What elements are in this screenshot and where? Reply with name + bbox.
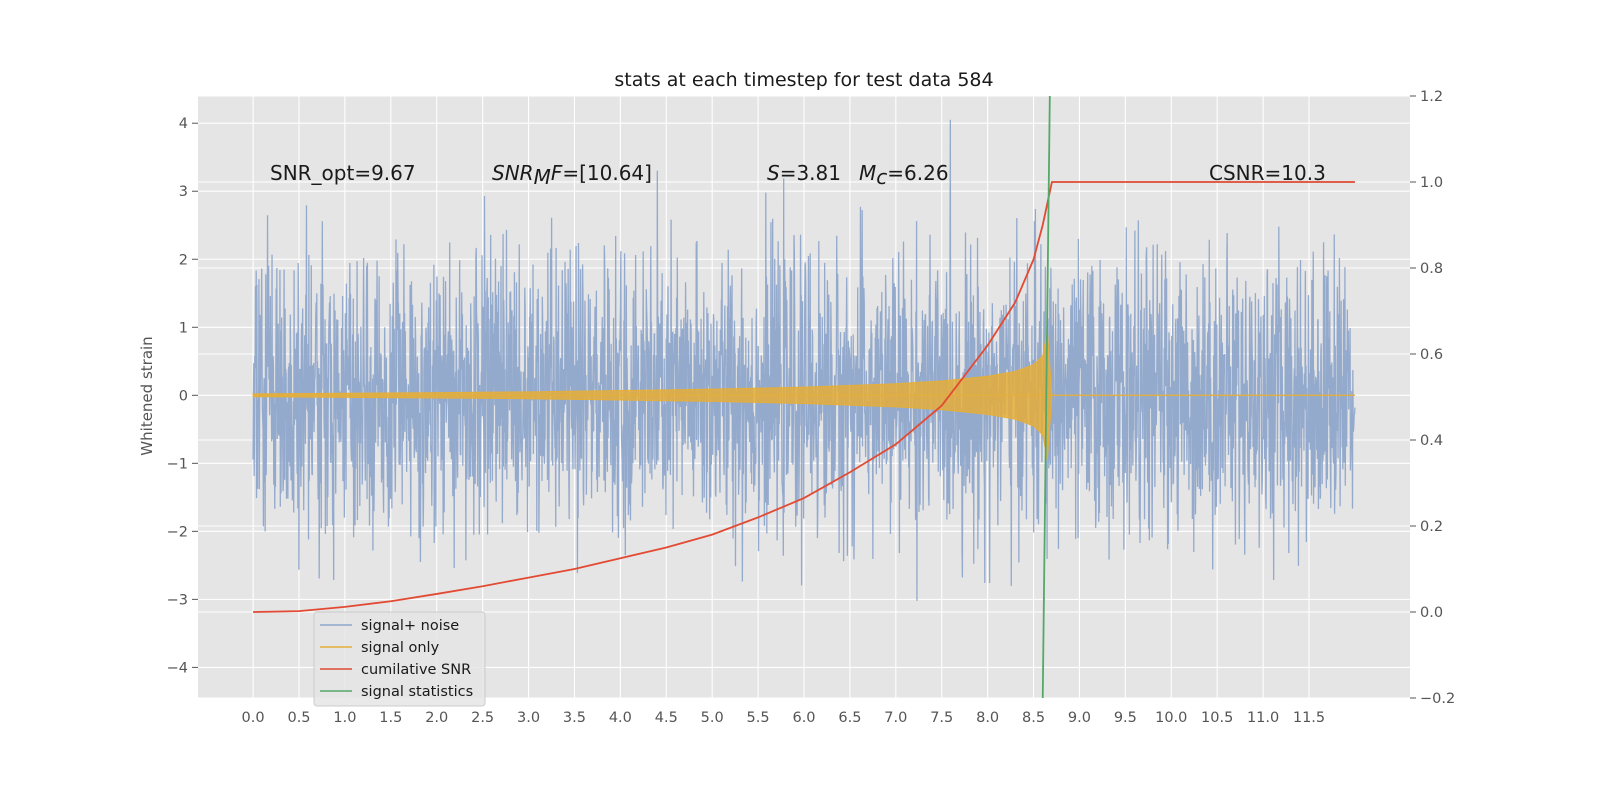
s-value: =3.81 xyxy=(780,161,841,185)
annotation-snr-opt: SNR_opt=9.67 xyxy=(270,161,416,185)
y-axis-label: Whitened strain xyxy=(138,336,156,455)
x-tick-label: 5.0 xyxy=(701,710,724,726)
annotation-csnr: CSNR=10.3 xyxy=(1209,161,1326,185)
legend-entry-cumilative-snr: cumilative SNR xyxy=(320,662,471,678)
mc-subscript: c xyxy=(876,165,887,189)
snr-mf-value: =[10.64] xyxy=(562,161,652,185)
x-tick-label: 4.5 xyxy=(655,710,678,726)
y-tick-label: −2 xyxy=(167,524,188,540)
y-right-tick-label: 1.0 xyxy=(1420,175,1443,191)
x-tick-label: 1.0 xyxy=(333,710,356,726)
y-right-tick-label: 1.2 xyxy=(1420,89,1443,105)
legend-label-signal-statistics: signal statistics xyxy=(361,684,473,700)
y-right-tick-label: 0.0 xyxy=(1420,605,1443,621)
x-tick-label: 3.0 xyxy=(517,710,540,726)
mc-value: =6.26 xyxy=(887,161,948,185)
annotation-s: S=3.81 xyxy=(767,161,841,185)
y-axis-right: −0.2 0.0 0.2 0.4 0.6 0.8 1.0 1.2 xyxy=(1410,89,1455,707)
legend-label-cumilative-snr: cumilative SNR xyxy=(361,662,471,678)
x-tick-label: 9.0 xyxy=(1068,710,1091,726)
x-tick-label: 9.5 xyxy=(1114,710,1137,726)
y-right-tick-label: 0.2 xyxy=(1420,519,1443,535)
annotations: SNR_opt=9.67 SNRMF=[10.64] S=3.81 Mc=6.2… xyxy=(270,161,1326,189)
y-tick-label: −3 xyxy=(167,592,188,608)
x-tick-label: 5.5 xyxy=(747,710,770,726)
y-tick-label: −1 xyxy=(167,456,188,472)
series-layer xyxy=(252,96,1356,698)
x-tick-label: 0.0 xyxy=(242,710,265,726)
y-tick-label: 2 xyxy=(179,252,188,268)
x-tick-label: 10.5 xyxy=(1201,710,1233,726)
legend-entry-signal-noise: signal+ noise xyxy=(320,618,459,634)
mc-symbol: M xyxy=(859,161,876,185)
x-axis: 0.0 0.5 1.0 1.5 2.0 2.5 3.0 3.5 4.0 4.5 5.0 5.5 6.0 6… xyxy=(242,710,1326,726)
legend-entry-signal-statistics: signal statistics xyxy=(320,684,473,700)
y-tick-label: 0 xyxy=(179,388,188,404)
x-tick-label: 7.5 xyxy=(930,710,953,726)
chart-title: stats at each timestep for test data 584 xyxy=(614,69,993,91)
legend-box xyxy=(313,611,486,707)
x-tick-label: 2.0 xyxy=(425,710,448,726)
legend-entry-signal-only: signal only xyxy=(320,640,440,656)
x-tick-label: 7.0 xyxy=(884,710,907,726)
annotation-snr-mf: SNRMF=[10.64] xyxy=(492,161,652,189)
x-tick-label: 6.0 xyxy=(792,710,815,726)
x-tick-label: 2.5 xyxy=(471,710,494,726)
snr-mf-symbol: SNR xyxy=(492,161,534,185)
x-tick-label: 11.5 xyxy=(1293,710,1325,726)
legend: signal+ noise signal only cumilative SNR… xyxy=(313,611,486,707)
y-tick-label: 1 xyxy=(179,320,188,336)
legend-label-signal-noise: signal+ noise xyxy=(361,618,459,634)
y-right-tick-label: 0.4 xyxy=(1420,433,1443,449)
x-tick-label: 8.5 xyxy=(1022,710,1045,726)
y-tick-label: 3 xyxy=(179,184,188,200)
x-tick-label: 6.5 xyxy=(838,710,861,726)
y-right-tick-label: −0.2 xyxy=(1420,691,1455,707)
x-tick-label: 3.5 xyxy=(563,710,586,726)
y-tick-label: −4 xyxy=(167,660,188,676)
y-tick-label: 4 xyxy=(179,116,188,132)
legend-label-signal-only: signal only xyxy=(361,640,440,656)
s-symbol: S xyxy=(767,161,780,185)
snr-mf-f: F xyxy=(551,161,563,185)
x-tick-label: 1.5 xyxy=(379,710,402,726)
annotation-mc: Mc=6.26 xyxy=(859,161,949,189)
x-tick-label: 10.0 xyxy=(1155,710,1187,726)
y-right-tick-label: 0.6 xyxy=(1420,347,1443,363)
x-tick-label: 11.0 xyxy=(1247,710,1279,726)
y-right-tick-label: 0.8 xyxy=(1420,261,1443,277)
x-tick-label: 0.5 xyxy=(287,710,310,726)
series-cumilative-snr xyxy=(253,181,1355,613)
x-tick-label: 8.0 xyxy=(976,710,999,726)
series-signal-statistics xyxy=(1041,96,1051,698)
x-tick-label: 4.0 xyxy=(609,710,632,726)
y-axis-left: −4 −3 −2 −1 0 1 2 3 4 xyxy=(167,116,198,676)
snr-mf-subscript: M xyxy=(534,165,551,189)
